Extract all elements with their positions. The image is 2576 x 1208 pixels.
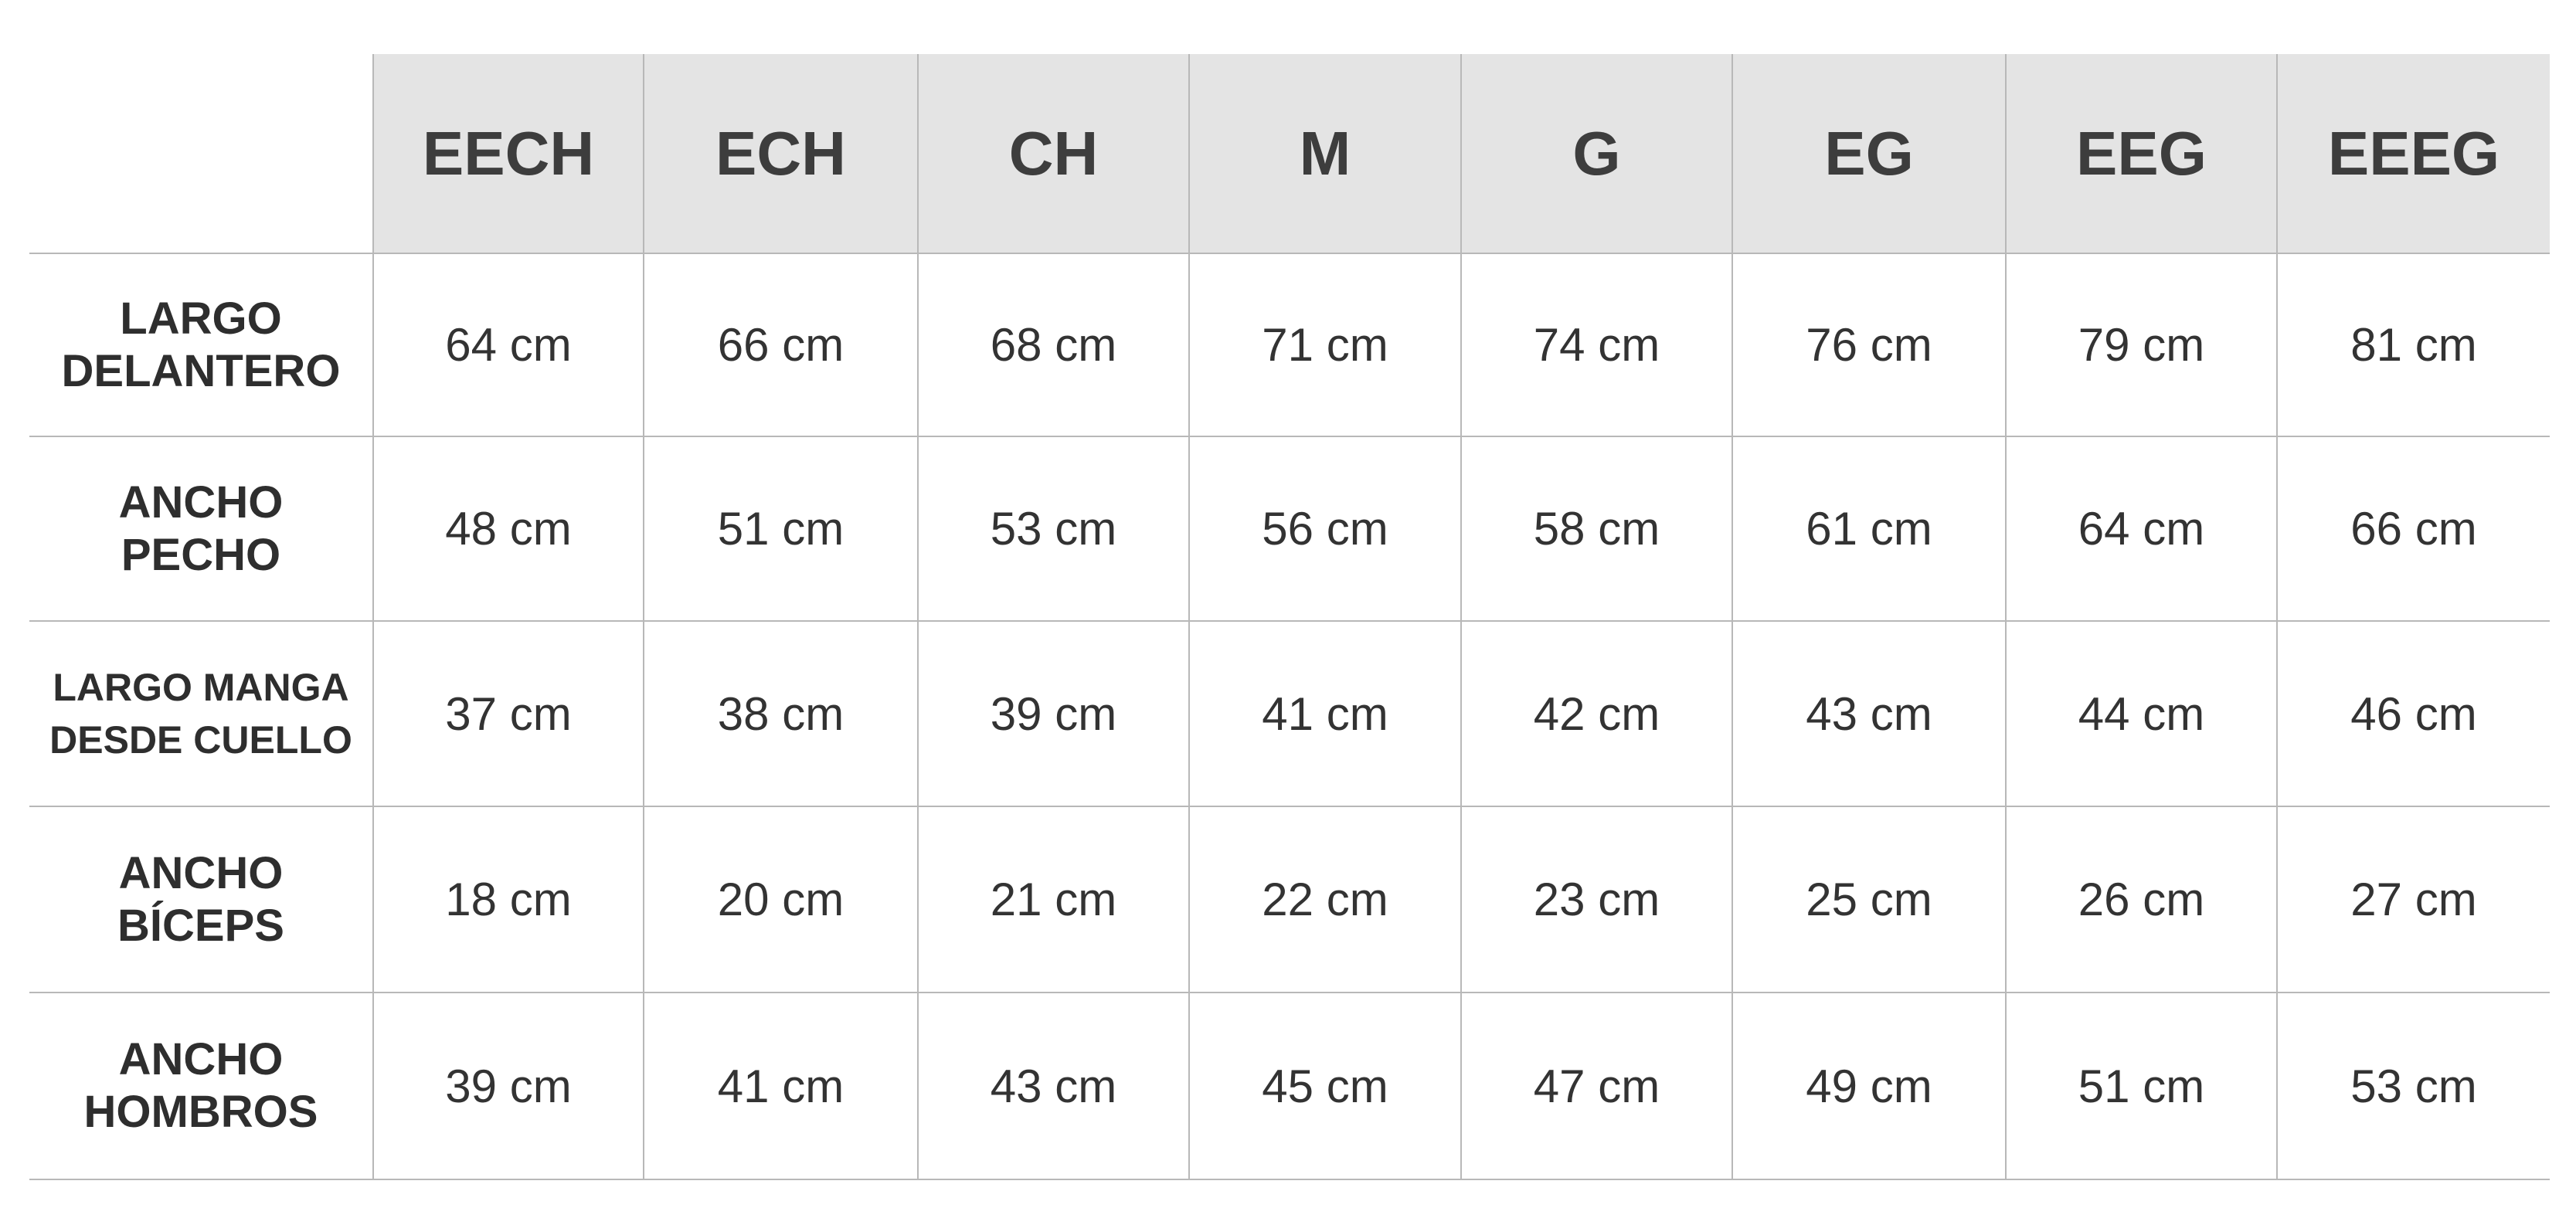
row-label-line2: DESDE CUELLO	[49, 718, 352, 762]
measurement-cell: 53 cm	[2276, 993, 2550, 1179]
row-label: ANCHO BÍCEPS	[29, 806, 373, 993]
measurement-cell: 61 cm	[1731, 436, 2006, 621]
row-label-line2: PECHO	[121, 529, 281, 580]
measurement-cell: 41 cm	[1188, 621, 1461, 806]
measurement-cell: 71 cm	[1188, 253, 1461, 436]
measurement-cell: 64 cm	[2005, 436, 2277, 621]
measurement-cell: 79 cm	[2005, 253, 2277, 436]
measurement-cell: 37 cm	[372, 621, 644, 806]
measurement-cell: 23 cm	[1460, 806, 1732, 993]
measurement-cell: 42 cm	[1460, 621, 1732, 806]
row-label: ANCHO HOMBROS	[29, 993, 373, 1179]
size-header-row: EECH ECH CH M G EG EEG EEEG	[29, 54, 2550, 253]
size-header: ECH	[643, 54, 918, 253]
row-label-line1: LARGO	[120, 293, 282, 344]
row-label: LARGO MANGA DESDE CUELLO	[29, 621, 373, 806]
measurement-cell: 43 cm	[1731, 621, 2006, 806]
row-label-line1: ANCHO	[118, 477, 284, 528]
row-label-line1: ANCHO	[118, 847, 284, 898]
measurement-cell: 81 cm	[2276, 253, 2550, 436]
measurement-cell: 44 cm	[2005, 621, 2277, 806]
measurement-cell: 58 cm	[1460, 436, 1732, 621]
measurement-cell: 68 cm	[917, 253, 1189, 436]
row-label-line2: DELANTERO	[61, 345, 341, 396]
measurement-cell: 64 cm	[372, 253, 644, 436]
table-row: ANCHO PECHO 48 cm 51 cm 53 cm 56 cm 58 cm 61 cm…	[29, 436, 2550, 621]
row-label: LARGO DELANTERO	[29, 253, 373, 436]
size-chart-table: EECH ECH CH M G EG EEG EEEG LARGO DELANTE…	[29, 54, 2550, 1180]
measurement-cell: 47 cm	[1460, 993, 1732, 1179]
measurement-cell: 56 cm	[1188, 436, 1461, 621]
row-label-line2: HOMBROS	[83, 1087, 318, 1137]
measurement-cell: 21 cm	[917, 806, 1189, 993]
measurement-cell: 48 cm	[372, 436, 644, 621]
table-row: LARGO DELANTERO 64 cm 66 cm 68 cm 71 cm 74 cm 7…	[29, 253, 2550, 436]
measurement-cell: 39 cm	[917, 621, 1189, 806]
size-header: M	[1188, 54, 1461, 253]
measurement-cell: 18 cm	[372, 806, 644, 993]
measurement-cell: 20 cm	[643, 806, 918, 993]
row-label: ANCHO PECHO	[29, 436, 373, 621]
measurement-cell: 45 cm	[1188, 993, 1461, 1179]
measurement-cell: 38 cm	[643, 621, 918, 806]
measurement-cell: 74 cm	[1460, 253, 1732, 436]
table-row: ANCHO BÍCEPS 18 cm 20 cm 21 cm 22 cm 23 cm 25 c…	[29, 806, 2550, 993]
size-header: G	[1460, 54, 1732, 253]
row-label-line2: BÍCEPS	[117, 900, 284, 951]
measurement-cell: 66 cm	[643, 253, 918, 436]
row-label-line1: LARGO MANGA	[53, 666, 349, 709]
measurement-cell: 22 cm	[1188, 806, 1461, 993]
size-header: EEEG	[2276, 54, 2550, 253]
table-row: ANCHO HOMBROS 39 cm 41 cm 43 cm 45 cm 47 cm 49 …	[29, 993, 2550, 1179]
measurement-cell: 76 cm	[1731, 253, 2006, 436]
table-row: LARGO MANGA DESDE CUELLO 37 cm 38 cm 39 cm 41…	[29, 621, 2550, 806]
size-header: EECH	[372, 54, 644, 253]
row-label-line1: ANCHO	[118, 1034, 284, 1084]
size-header: EEG	[2005, 54, 2277, 253]
measurement-cell: 51 cm	[643, 436, 918, 621]
size-header: EG	[1731, 54, 2006, 253]
measurement-cell: 53 cm	[917, 436, 1189, 621]
measurement-cell: 43 cm	[917, 993, 1189, 1179]
size-header: CH	[917, 54, 1189, 253]
measurement-cell: 27 cm	[2276, 806, 2550, 993]
measurement-cell: 66 cm	[2276, 436, 2550, 621]
measurement-cell: 39 cm	[372, 993, 644, 1179]
measurement-cell: 49 cm	[1731, 993, 2006, 1179]
measurement-cell: 25 cm	[1731, 806, 2006, 993]
measurement-cell: 41 cm	[643, 993, 918, 1179]
measurement-cell: 26 cm	[2005, 806, 2277, 993]
measurement-cell: 46 cm	[2276, 621, 2550, 806]
measurement-cell: 51 cm	[2005, 993, 2277, 1179]
corner-cell	[29, 54, 373, 253]
